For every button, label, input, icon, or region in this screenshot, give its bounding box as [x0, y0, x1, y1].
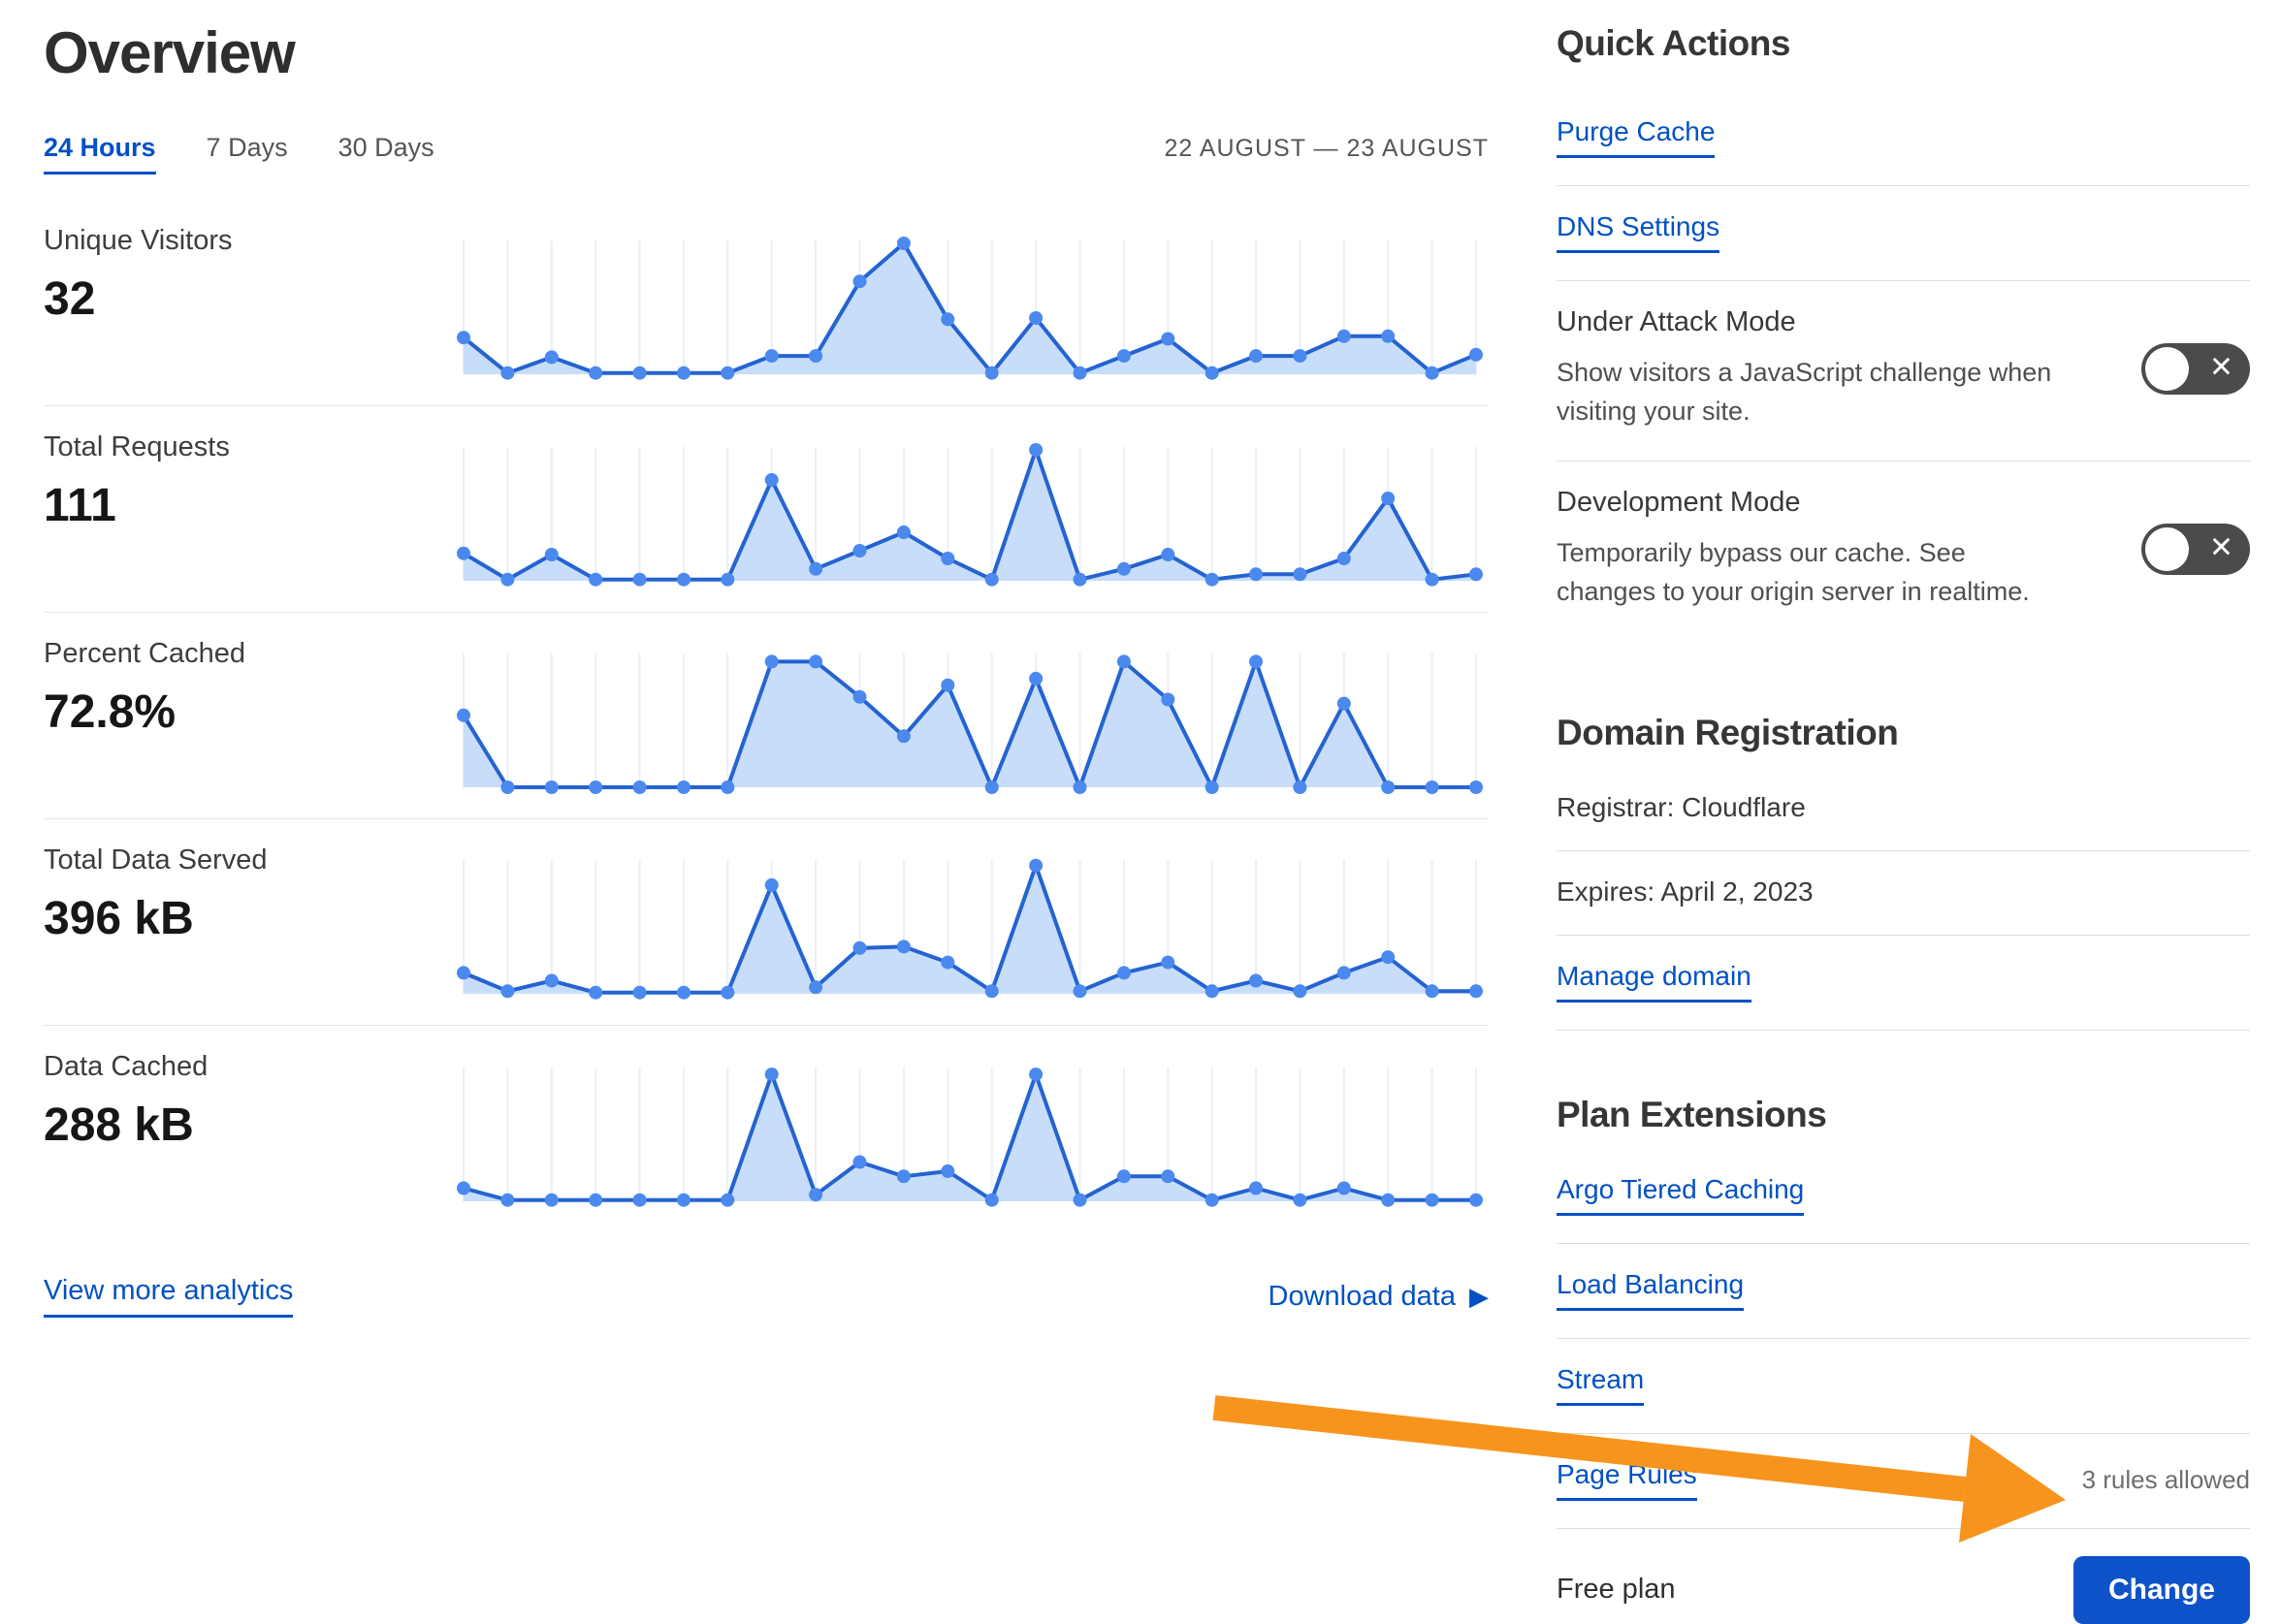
under-attack-mode-title: Under Attack Mode: [1557, 306, 1796, 337]
metric-row-total-requests: Total Requests 111: [44, 406, 1489, 613]
tab-7-days[interactable]: 7 Days: [206, 133, 288, 162]
manage-domain-link[interactable]: Manage domain: [1557, 961, 1751, 1003]
metric-label: Percent Cached: [44, 638, 245, 669]
toggle-x-icon: ✕: [2208, 531, 2233, 564]
domain-registration-section: Domain Registration Registrar: Cloudflar…: [1557, 713, 2250, 1031]
total-data-served-sparkline-chart: [457, 858, 1483, 1000]
development-mode-toggle[interactable]: ✕: [2141, 523, 2250, 575]
data-cached-sparkline-chart: [457, 1067, 1483, 1207]
dns-settings-row: DNS Settings: [1557, 186, 2250, 281]
toggle-x-icon: ✕: [2208, 351, 2233, 384]
development-mode-title: Development Mode: [1557, 486, 1801, 518]
under-attack-mode-description: Show visitors a JavaScript challenge whe…: [1557, 358, 2052, 426]
metric-value: 111: [44, 480, 116, 531]
metric-label: Total Data Served: [44, 844, 268, 876]
change-plan-button[interactable]: Change: [2073, 1555, 2250, 1624]
quick-actions-heading: Quick Actions: [1557, 23, 1790, 63]
plan-row: Free plan Change: [1557, 1529, 2250, 1624]
metric-value: 32: [44, 273, 96, 325]
plan-extensions-heading: Plan Extensions: [1557, 1094, 1827, 1134]
toggle-knob: [2145, 346, 2189, 391]
total-requests-sparkline-chart: [457, 443, 1483, 587]
play-triangle-icon: ▶: [1469, 1282, 1489, 1311]
analytics-panel: Overview 24 Hours 7 Days 30 Days 22 AUGU…: [44, 14, 1489, 1624]
load-balancing-link[interactable]: Load Balancing: [1557, 1269, 1745, 1311]
page-rules-link[interactable]: Page Rules: [1557, 1459, 1697, 1501]
metric-value: 396 kB: [44, 893, 194, 944]
percent-cached-sparkline-chart: [457, 653, 1483, 794]
development-mode-row: Development Mode Temporarily bypass our …: [1557, 462, 2250, 641]
page-title: Overview: [44, 20, 296, 85]
expires-label: Expires: April 2, 2023: [1557, 876, 1814, 907]
metric-value: 72.8%: [44, 686, 177, 738]
argo-tiered-caching-link[interactable]: Argo Tiered Caching: [1557, 1174, 1805, 1216]
plan-extensions-section: Plan Extensions Argo Tiered Caching Load…: [1557, 1095, 2250, 1624]
development-mode-description: Temporarily bypass our cache. See change…: [1557, 537, 2030, 606]
toggle-knob: [2145, 526, 2189, 571]
purge-cache-row: Purge Cache: [1557, 91, 2250, 186]
metric-label: Total Requests: [44, 431, 230, 462]
free-plan-label: Free plan: [1557, 1574, 1676, 1606]
metric-row-data-cached: Data Cached 288 kB: [44, 1026, 1489, 1232]
page-rules-allowance-note: 3 rules allowed: [2081, 1464, 2250, 1494]
tab-24-hours[interactable]: 24 Hours: [44, 133, 156, 175]
metric-row-percent-cached: Percent Cached 72.8%: [44, 613, 1489, 819]
metric-value: 288 kB: [44, 1099, 194, 1151]
download-data-link[interactable]: Download data ▶: [1268, 1280, 1489, 1312]
metric-label: Data Cached: [44, 1051, 209, 1082]
time-range-tabs: 24 Hours 7 Days 30 Days 22 AUGUST — 23 A…: [44, 133, 1489, 175]
under-attack-mode-toggle[interactable]: ✕: [2141, 342, 2250, 395]
unique-visitors-sparkline-chart: [457, 237, 1483, 380]
domain-registration-heading: Domain Registration: [1557, 712, 1899, 752]
date-range-label: 22 AUGUST — 23 AUGUST: [1164, 135, 1489, 162]
registrar-label: Registrar: Cloudflare: [1557, 791, 1806, 822]
purge-cache-link[interactable]: Purge Cache: [1557, 116, 1716, 158]
metric-row-total-data-served: Total Data Served 396 kB: [44, 819, 1489, 1026]
stream-link[interactable]: Stream: [1557, 1364, 1645, 1406]
metrics-list: Unique Visitors 32 Total Requests 111: [44, 200, 1489, 1232]
dns-settings-link[interactable]: DNS Settings: [1557, 211, 1720, 253]
tab-30-days[interactable]: 30 Days: [337, 133, 434, 162]
under-attack-mode-row: Under Attack Mode Show visitors a JavaSc…: [1557, 281, 2250, 462]
sidebar: Quick Actions Purge Cache DNS Settings U…: [1557, 14, 2250, 1624]
metric-row-unique-visitors: Unique Visitors 32: [44, 200, 1489, 406]
metric-label: Unique Visitors: [44, 225, 233, 256]
view-more-analytics-link[interactable]: View more analytics: [44, 1275, 294, 1318]
